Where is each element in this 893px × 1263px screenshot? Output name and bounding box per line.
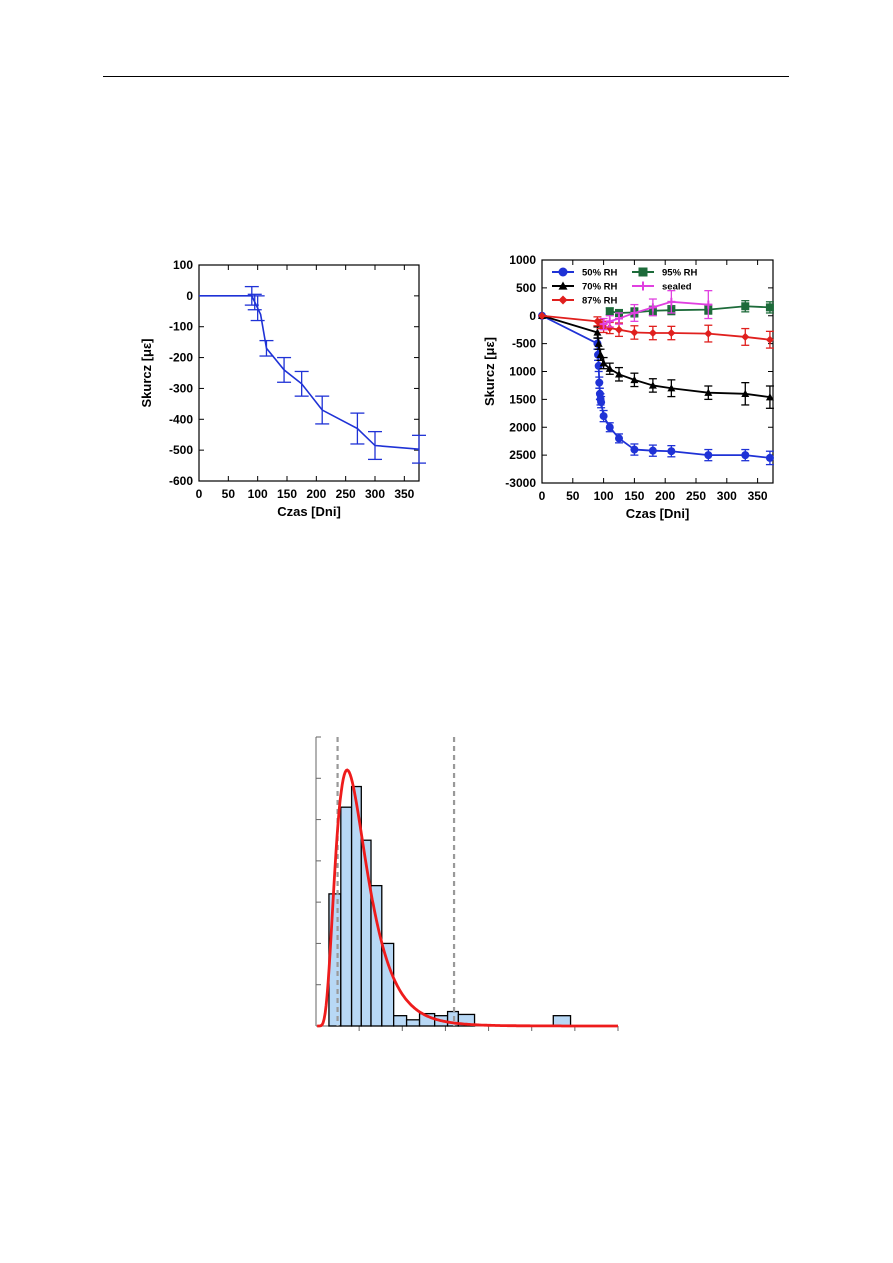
data-point [704,329,713,338]
data-point [741,451,750,460]
y-tick-label: 2000 [509,420,536,434]
legend-label: 95% RH [662,268,698,279]
data-point [667,329,676,338]
data-point [594,339,603,347]
data-point [599,412,608,421]
y-tick-label: 100 [173,258,193,272]
fitted-curve [317,768,618,1028]
data-point [638,267,648,277]
data-point [595,378,604,387]
x-tick-label: 200 [306,487,326,501]
histogram-bar [381,942,395,1027]
legend-label: 70% RH [582,282,618,293]
x-tick-label: 350 [748,489,768,503]
data-point [765,303,774,312]
data-point [667,384,676,392]
y-tick-label: 0 [186,289,193,303]
x-axis-title: Czas [Dni] [626,506,690,521]
data-point [558,281,568,290]
y-tick-label: -400 [169,412,193,426]
data-point [605,423,614,432]
data-point [593,328,602,336]
x-tick-label: 150 [277,487,297,501]
data-point [630,328,639,337]
legend-label: sealed [662,282,692,293]
x-tick-label: 250 [686,489,706,503]
y-tick-label: -3000 [505,476,536,490]
data-point [667,447,676,456]
y-tick-label: 1000 [509,365,536,379]
data-point [538,311,546,320]
y-tick-label: -300 [169,381,193,395]
data-point [765,335,774,344]
data-point [741,332,750,341]
data-point [741,389,750,397]
y-tick-label: -500 [169,443,193,457]
data-point [741,302,750,311]
data-point [605,307,614,316]
x-tick-label: 50 [566,489,580,503]
data-point [599,359,608,367]
x-tick-label: 350 [394,487,414,501]
data-point [605,364,614,372]
data-point [597,398,606,407]
data-point [648,329,657,338]
y-tick-label: 1500 [509,392,536,406]
x-axis-title: Czas [Dni] [277,504,341,519]
x-tick-label: 0 [539,489,546,503]
data-point [765,453,774,462]
data-point [605,324,614,333]
histogram-bar [457,1013,476,1027]
y-tick-label: 500 [516,281,536,295]
legend: 50% RH 95% RH 70% RH sealed 87% RH [552,267,698,307]
data-point [594,361,603,370]
y-tick-label: -600 [169,474,193,488]
y-axis-title: Skurcz [με] [139,338,154,407]
x-tick-label: 50 [222,487,236,501]
x-tick-label: 150 [624,489,644,503]
data-point [765,393,774,401]
data-point [558,267,568,277]
data-point [648,381,657,389]
y-tick-label: -200 [169,351,193,365]
legend-label: 50% RH [582,268,618,279]
header-rule [103,76,789,77]
x-tick-label: 0 [196,487,203,501]
x-tick-label: 100 [248,487,268,501]
data-point [630,445,639,454]
y-tick-label: -100 [169,320,193,334]
data-point [704,451,713,460]
histogram-bar [552,1015,572,1027]
x-tick-label: 100 [594,489,614,503]
x-tick-label: 300 [365,487,385,501]
data-point [596,350,605,358]
y-tick-label: 0 [529,309,536,323]
data-point [615,370,623,378]
y-tick-label: 2500 [509,448,536,462]
data-point [648,446,657,455]
y-tick-label: 1000 [509,253,536,267]
data-point [630,375,639,384]
histogram-bar [340,806,353,1027]
data-point [615,325,623,334]
plot-frame [198,264,420,482]
y-tick-label: -500 [512,337,536,351]
x-tick-label: 200 [655,489,675,503]
data-point [558,295,568,305]
histogram-bar [405,1019,421,1027]
legend-label: 87% RH [582,296,618,307]
y-axis-title: Skurcz [με] [482,337,497,406]
histogram-bar [393,1015,408,1027]
data-point [615,434,623,443]
x-tick-label: 250 [336,487,356,501]
data-point [704,388,713,396]
x-tick-label: 300 [717,489,737,503]
